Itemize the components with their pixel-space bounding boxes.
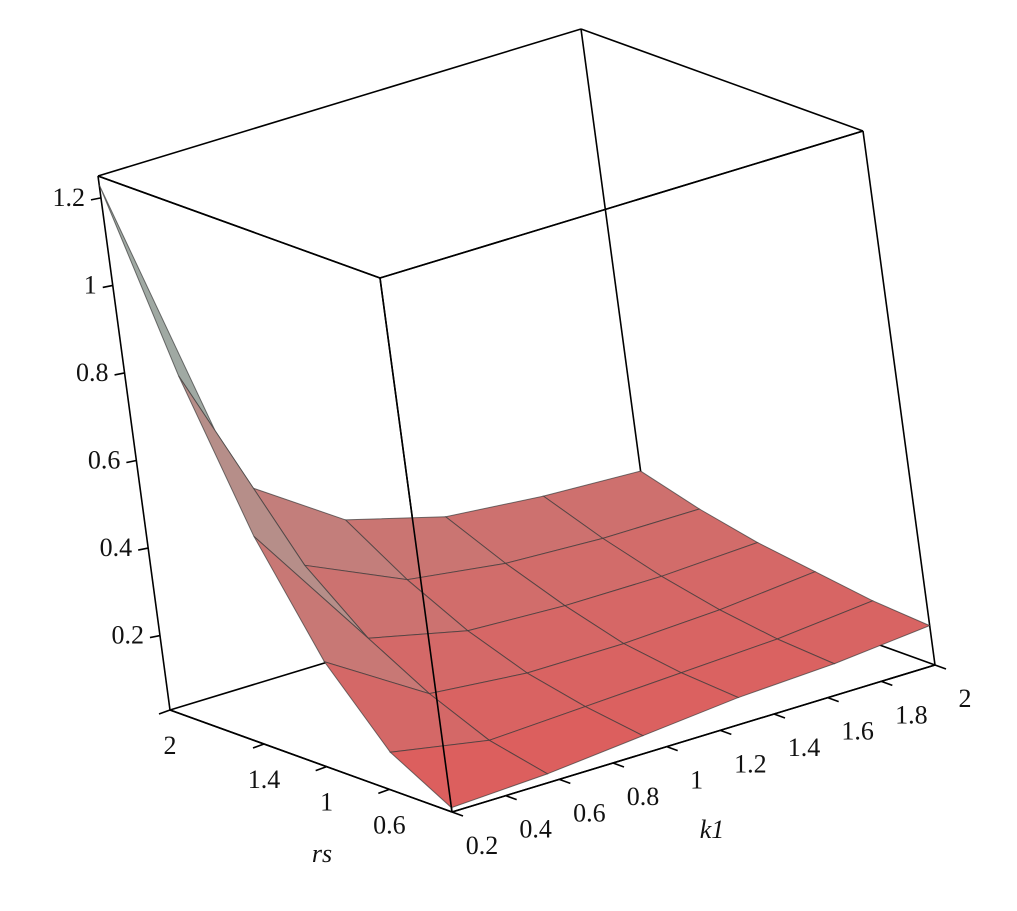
x-tick-label: 0.6 <box>573 798 606 827</box>
x-tick <box>612 762 625 768</box>
y-tick-label: 1 <box>320 788 333 817</box>
x-tick-label: 1.2 <box>734 749 767 778</box>
z-tick-label: 0.2 <box>111 621 144 650</box>
z-tick <box>138 547 149 551</box>
x-tick-label: 1.8 <box>895 700 928 729</box>
z-tick-label: 0.6 <box>88 445 121 474</box>
x-tick-label: 1.4 <box>788 733 821 762</box>
x-tick-label: 1.6 <box>841 717 874 746</box>
x-tick <box>881 680 893 687</box>
box-edge <box>862 130 936 666</box>
x-tick <box>505 794 517 801</box>
x-tick-label: 2 <box>959 684 972 713</box>
x-tick <box>666 745 678 752</box>
box-edge <box>97 28 582 177</box>
box-edge <box>451 664 936 813</box>
x-tick <box>934 664 947 670</box>
box-edge <box>580 28 864 132</box>
box-edge <box>379 130 864 279</box>
z-tick-label: 0.8 <box>76 358 109 387</box>
z-tick-label: 1 <box>84 270 97 299</box>
z-tick <box>114 372 125 376</box>
x-tick-label: 0.8 <box>627 782 660 811</box>
y-tick <box>252 743 265 749</box>
x-tick-label: 1 <box>690 766 703 795</box>
surface-patch <box>389 739 549 809</box>
x-tick <box>773 713 786 719</box>
x-tick-label: 0.2 <box>466 831 499 860</box>
y-tick <box>378 788 390 795</box>
x-tick-label: 0.4 <box>519 815 552 844</box>
box-edge <box>97 175 171 711</box>
y-tick-label: 1.4 <box>248 765 281 794</box>
x-tick <box>451 811 464 817</box>
x-tick <box>827 696 839 703</box>
z-tick <box>126 459 137 464</box>
box-edge <box>379 277 453 813</box>
x-axis-label: k1 <box>700 815 725 844</box>
z-tick <box>149 634 161 639</box>
y-tick <box>315 765 327 772</box>
z-tick <box>90 197 102 201</box>
y-tick-label: 0.6 <box>373 810 406 839</box>
x-tick <box>559 778 571 785</box>
z-tick-label: 0.4 <box>100 533 133 562</box>
z-tick-label: 1.2 <box>52 183 85 212</box>
y-tick-label: 2 <box>164 731 177 760</box>
z-tick <box>102 284 113 289</box>
box-edge <box>169 709 453 813</box>
x-tick <box>720 729 732 736</box>
y-tick <box>158 709 171 715</box>
y-axis-label: rs <box>312 839 332 868</box>
box-edge <box>97 175 381 279</box>
